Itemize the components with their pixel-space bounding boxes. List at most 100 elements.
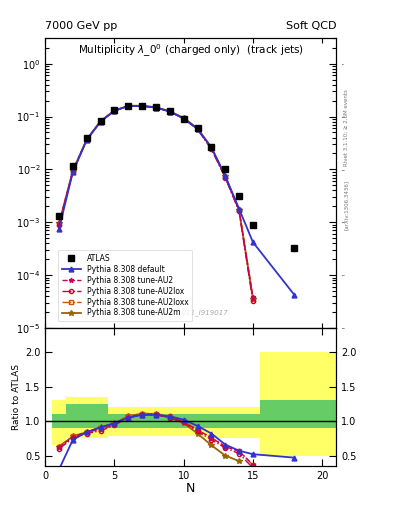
Pythia 8.308 tune-AU2 [70, 167, 75, 174]
Pythia 8.308 tune-AU2 [223, 174, 228, 180]
Pythia 8.308 tune-AU2m [167, 108, 172, 114]
ATLAS [98, 118, 103, 124]
Pythia 8.308 tune-AU2lox [209, 146, 214, 153]
Pythia 8.308 tune-AU2loxx [237, 207, 241, 213]
Pythia 8.308 tune-AU2loxx [84, 136, 89, 142]
Pythia 8.308 tune-AU2 [57, 220, 61, 226]
Pythia 8.308 tune-AU2lox [181, 116, 186, 122]
Pythia 8.308 tune-AU2loxx [57, 221, 61, 227]
Pythia 8.308 default [181, 115, 186, 121]
Pythia 8.308 tune-AU2m [209, 144, 214, 151]
Pythia 8.308 tune-AU2 [98, 118, 103, 124]
Pythia 8.308 tune-AU2lox [98, 119, 103, 125]
ATLAS [167, 109, 172, 115]
ATLAS [70, 163, 75, 169]
ATLAS [292, 245, 297, 251]
Legend: ATLAS, Pythia 8.308 default, Pythia 8.308 tune-AU2, Pythia 8.308 tune-AU2lox, Py: ATLAS, Pythia 8.308 default, Pythia 8.30… [58, 250, 192, 322]
Pythia 8.308 tune-AU2m [70, 167, 75, 174]
Pythia 8.308 default [251, 239, 255, 245]
Line: Pythia 8.308 tune-AU2: Pythia 8.308 tune-AU2 [57, 103, 255, 300]
Pythia 8.308 tune-AU2loxx [70, 168, 75, 175]
Pythia 8.308 tune-AU2m [84, 136, 89, 142]
Pythia 8.308 tune-AU2 [237, 207, 241, 213]
Pythia 8.308 default [292, 292, 297, 298]
Pythia 8.308 tune-AU2loxx [140, 103, 145, 109]
Pythia 8.308 tune-AU2lox [140, 103, 145, 109]
Pythia 8.308 tune-AU2loxx [181, 115, 186, 121]
Pythia 8.308 tune-AU2 [84, 136, 89, 142]
Pythia 8.308 tune-AU2loxx [98, 118, 103, 124]
ATLAS [237, 193, 241, 199]
Pythia 8.308 tune-AU2lox [112, 108, 117, 114]
ATLAS [251, 222, 255, 228]
Pythia 8.308 default [57, 226, 61, 232]
Pythia 8.308 tune-AU2loxx [195, 126, 200, 132]
Pythia 8.308 tune-AU2m [237, 207, 241, 213]
Pythia 8.308 default [112, 108, 117, 114]
Pythia 8.308 tune-AU2 [251, 294, 255, 301]
Pythia 8.308 tune-AU2lox [251, 298, 255, 304]
Pythia 8.308 tune-AU2lox [223, 175, 228, 181]
Pythia 8.308 tune-AU2loxx [112, 108, 117, 114]
Pythia 8.308 tune-AU2lox [167, 109, 172, 115]
Pythia 8.308 tune-AU2lox [154, 104, 158, 111]
Pythia 8.308 tune-AU2m [251, 295, 255, 302]
ATLAS [181, 116, 186, 122]
Pythia 8.308 tune-AU2 [195, 126, 200, 132]
ATLAS [154, 104, 158, 110]
X-axis label: N: N [186, 482, 195, 495]
Pythia 8.308 default [154, 104, 158, 111]
Pythia 8.308 tune-AU2lox [126, 103, 130, 109]
Pythia 8.308 default [140, 103, 145, 109]
Text: ATLAS_2011_I919017: ATLAS_2011_I919017 [153, 310, 228, 316]
Pythia 8.308 tune-AU2 [209, 145, 214, 152]
Text: 7000 GeV pp: 7000 GeV pp [45, 21, 118, 31]
ATLAS [57, 213, 61, 219]
Pythia 8.308 tune-AU2m [57, 220, 61, 226]
Pythia 8.308 default [84, 137, 89, 143]
Pythia 8.308 tune-AU2m [98, 118, 103, 124]
Text: Rivet 3.1.10; ≥ 2.6M events: Rivet 3.1.10; ≥ 2.6M events [344, 90, 349, 166]
ATLAS [112, 108, 117, 114]
Pythia 8.308 tune-AU2 [140, 103, 145, 109]
Pythia 8.308 tune-AU2lox [70, 169, 75, 175]
Y-axis label: Ratio to ATLAS: Ratio to ATLAS [12, 364, 21, 430]
Line: ATLAS: ATLAS [56, 102, 298, 251]
Line: Pythia 8.308 default: Pythia 8.308 default [57, 103, 297, 297]
Text: [arXiv:1306.3436]: [arXiv:1306.3436] [344, 180, 349, 230]
Text: Soft QCD: Soft QCD [286, 21, 336, 31]
Text: Multiplicity $\lambda\_0^0$ (charged only)  (track jets): Multiplicity $\lambda\_0^0$ (charged onl… [77, 42, 304, 59]
Pythia 8.308 tune-AU2m [154, 104, 158, 110]
Pythia 8.308 tune-AU2loxx [251, 296, 255, 302]
Pythia 8.308 tune-AU2loxx [167, 109, 172, 115]
Pythia 8.308 tune-AU2m [140, 102, 145, 109]
Pythia 8.308 tune-AU2 [167, 109, 172, 115]
Pythia 8.308 default [237, 206, 241, 212]
Pythia 8.308 tune-AU2lox [84, 137, 89, 143]
Pythia 8.308 tune-AU2 [112, 108, 117, 114]
Pythia 8.308 default [70, 169, 75, 175]
Pythia 8.308 tune-AU2m [181, 115, 186, 121]
Pythia 8.308 default [98, 119, 103, 125]
Pythia 8.308 tune-AU2m [126, 102, 130, 109]
Pythia 8.308 default [209, 144, 214, 151]
ATLAS [84, 135, 89, 141]
Pythia 8.308 tune-AU2 [126, 103, 130, 109]
ATLAS [140, 102, 145, 109]
ATLAS [126, 102, 130, 109]
Pythia 8.308 tune-AU2 [181, 115, 186, 121]
Pythia 8.308 tune-AU2loxx [154, 104, 158, 111]
Pythia 8.308 tune-AU2lox [237, 208, 241, 215]
Line: Pythia 8.308 tune-AU2m: Pythia 8.308 tune-AU2m [56, 103, 256, 302]
Pythia 8.308 tune-AU2loxx [223, 174, 228, 180]
ATLAS [209, 143, 214, 150]
ATLAS [195, 125, 200, 131]
Pythia 8.308 default [223, 173, 228, 179]
Pythia 8.308 default [195, 126, 200, 132]
Pythia 8.308 default [167, 109, 172, 115]
ATLAS [223, 166, 228, 173]
Pythia 8.308 tune-AU2loxx [209, 145, 214, 152]
Line: Pythia 8.308 tune-AU2loxx: Pythia 8.308 tune-AU2loxx [57, 104, 255, 302]
Pythia 8.308 default [126, 103, 130, 109]
Line: Pythia 8.308 tune-AU2lox: Pythia 8.308 tune-AU2lox [57, 104, 255, 304]
